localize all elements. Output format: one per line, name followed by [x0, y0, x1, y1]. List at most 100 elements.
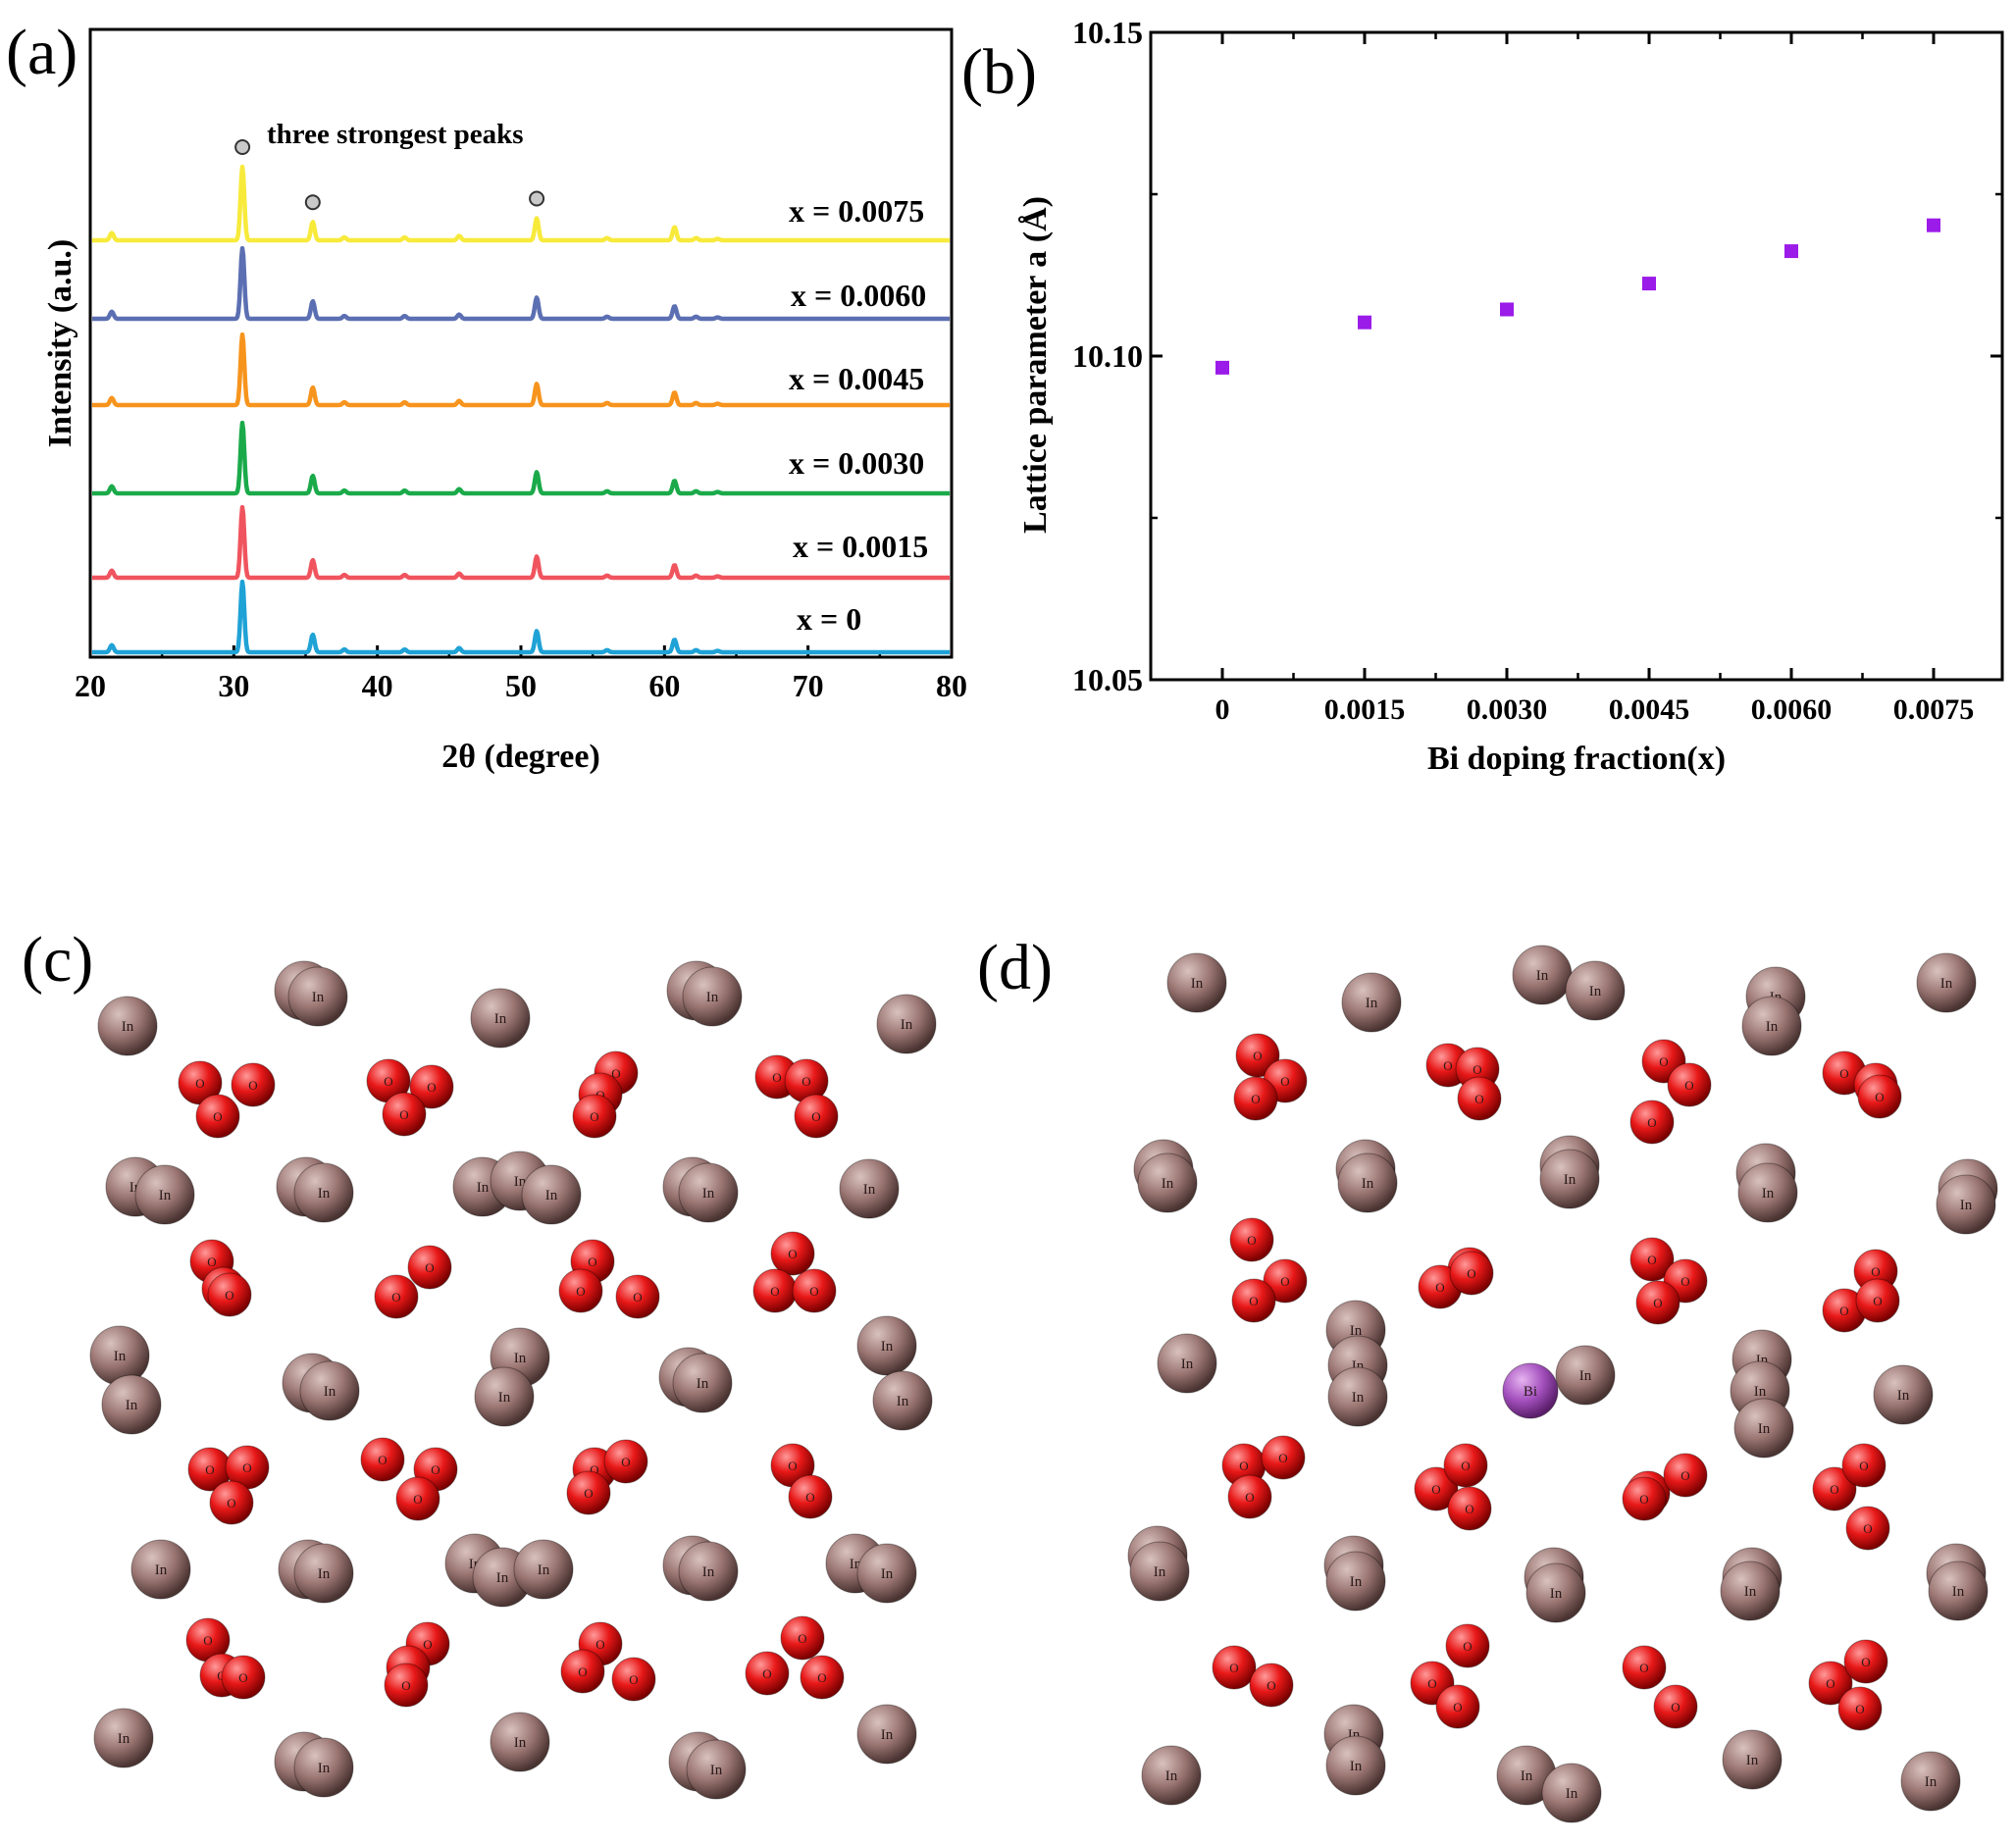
o-atom: O	[1629, 1100, 1675, 1145]
o-atom-label: O	[798, 1631, 806, 1646]
lattice-parameter-chart: 10.05 10.10 10.15 0 0.0015 0.0030 0.0045 0.0060…	[1017, 15, 2004, 777]
in-atom-label: In	[514, 1735, 527, 1751]
in-atom-label: In	[1362, 1176, 1374, 1192]
in-atom-label: In	[545, 1188, 558, 1203]
in-atom-label: In	[1550, 1586, 1563, 1602]
o-atom-label: O	[1647, 1253, 1656, 1267]
lattice-data-point	[1500, 302, 1514, 317]
o-atom-label: O	[1229, 1661, 1238, 1675]
xrd-series-label: x = 0.0075	[789, 193, 924, 229]
lattice-data-point	[1215, 360, 1229, 375]
o-atom-label: O	[1280, 1274, 1289, 1289]
o-atom: O	[794, 1094, 839, 1139]
o-atom-label: O	[1280, 1074, 1289, 1089]
in-atom: In	[1936, 1174, 1996, 1235]
lattice-x-tick-label: 0.0075	[1893, 693, 1975, 726]
in-atom-label: In	[1165, 1768, 1178, 1784]
xrd-series-line	[90, 164, 952, 243]
in-atom-label: In	[1366, 996, 1378, 1011]
xrd-series-line	[90, 579, 952, 655]
in-atom: In	[299, 1360, 360, 1421]
in-atom: In	[293, 1737, 354, 1798]
lattice-structure-bi-doped: In In In In In In In O O O O O O O O O O O O In In In In In In In…	[1127, 945, 1998, 1823]
o-atom-label: O	[1875, 1090, 1884, 1104]
in-atom-label: In	[1754, 1384, 1767, 1400]
o-atom-label: O	[1839, 1066, 1848, 1081]
o-atom: O	[1261, 1435, 1306, 1480]
o-atom-label: O	[801, 1074, 810, 1089]
xrd-x-tick-label: 50	[505, 668, 537, 703]
o-atom-label: O	[205, 1462, 214, 1477]
o-atom-label: O	[1680, 1468, 1689, 1483]
in-atom: In	[1129, 1541, 1190, 1602]
in-atom-label: In	[1350, 1323, 1363, 1339]
o-atom: O	[221, 1655, 266, 1700]
in-atom-label: In	[1536, 968, 1549, 984]
o-atom-label: O	[378, 1453, 387, 1467]
o-atom-label: O	[595, 1088, 604, 1102]
in-atom: In	[93, 1708, 154, 1768]
o-atom: O	[384, 1663, 429, 1708]
in-atom-label: In	[477, 1180, 490, 1196]
o-atom-label: O	[413, 1492, 422, 1507]
in-atom: In	[1525, 1562, 1586, 1623]
o-atom-label: O	[588, 1254, 596, 1269]
o-atom-label: O	[1266, 1678, 1275, 1693]
lattice-x-tick-label: 0.0060	[1751, 693, 1833, 726]
o-atom: O	[752, 1268, 798, 1313]
o-atom: O	[1667, 1062, 1712, 1107]
o-atom-label: O	[811, 1109, 820, 1124]
o-atom-label: O	[1249, 1294, 1258, 1308]
in-atom: In	[1325, 1551, 1386, 1612]
in-atom: In	[1733, 1398, 1794, 1459]
in-atom-label: In	[126, 1398, 138, 1413]
lattice-y-tick-label: 10.10	[1072, 338, 1143, 374]
xrd-x-tick-label: 80	[936, 668, 967, 703]
in-atom: In	[97, 996, 158, 1056]
in-atom-label: In	[498, 1390, 511, 1406]
xrd-x-tick-label: 20	[75, 668, 106, 703]
o-atom-label: O	[1463, 1639, 1472, 1654]
o-atom: O	[1435, 1684, 1480, 1729]
o-atom: O	[1233, 1076, 1278, 1121]
in-atom-label: In	[1925, 1774, 1938, 1790]
panel-label-b: (b)	[961, 36, 1037, 108]
in-atom-label: In	[1350, 1759, 1363, 1774]
o-atom-label: O	[621, 1455, 630, 1469]
o-atom-label: O	[576, 1284, 585, 1299]
in-atom: In	[1720, 1561, 1781, 1621]
o-atom-label: O	[391, 1290, 400, 1305]
o-atom-label: O	[1245, 1490, 1254, 1505]
o-atom-label: O	[1871, 1264, 1880, 1279]
xrd-series-line	[90, 420, 952, 496]
in-atom-label: In	[1897, 1388, 1910, 1404]
xrd-x-tick-label: 70	[793, 668, 824, 703]
in-atom: In	[1555, 1345, 1616, 1406]
in-atom: In	[686, 1739, 747, 1800]
in-atom: In	[856, 1704, 917, 1765]
in-atom: In	[1873, 1364, 1934, 1425]
in-atom-label: In	[312, 990, 325, 1005]
o-atom: O	[1808, 1661, 1853, 1706]
in-atom-label: In	[155, 1562, 168, 1578]
o-atom-label: O	[1247, 1233, 1256, 1248]
o-atom-label: O	[1474, 1092, 1483, 1106]
xrd-series-line	[90, 504, 952, 581]
o-atom-label: O	[238, 1670, 247, 1685]
o-atom-label: O	[1251, 1092, 1260, 1106]
in-atom: In	[1737, 1162, 1798, 1223]
o-atom: O	[360, 1437, 405, 1482]
o-atom-label: O	[1671, 1700, 1680, 1715]
in-atom-label: In	[702, 1186, 715, 1202]
in-atom-label: In	[881, 1727, 894, 1743]
peak-marker	[304, 194, 321, 211]
in-atom-label: In	[118, 1731, 130, 1747]
o-atom-label: O	[1861, 1655, 1870, 1669]
o-atom-label: O	[1653, 1296, 1662, 1310]
lattice-y-tick-label: 10.05	[1072, 662, 1143, 697]
o-atom: O	[603, 1439, 648, 1484]
in-atom-label: In	[1758, 1421, 1771, 1437]
xrd-series-label: x = 0.0015	[793, 529, 928, 564]
o-atom: O	[1812, 1466, 1857, 1511]
